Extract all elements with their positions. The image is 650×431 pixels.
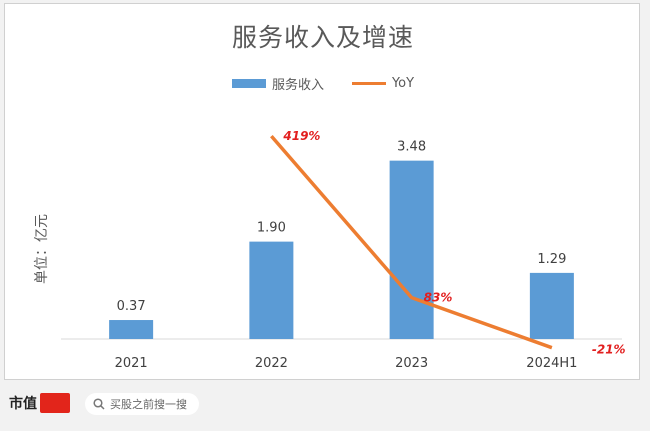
bar-2021	[109, 320, 154, 339]
bar-2023	[389, 160, 434, 339]
search-box[interactable]: 买股之前搜一搜	[85, 393, 199, 415]
bar-label-2024H1: 1.29	[537, 252, 566, 267]
legend-label-line: YoY	[391, 76, 415, 91]
brand-name: 市值	[9, 396, 37, 412]
yoy-label-2024H1: -21%	[592, 343, 626, 357]
search-icon	[93, 398, 105, 410]
bar-label-2023: 3.48	[397, 140, 426, 155]
legend: 服务收入 YoY	[5, 74, 641, 93]
bar-2024H1	[529, 272, 574, 339]
legend-label-bar: 服务收入	[271, 78, 324, 93]
yoy-label-2022: 419%	[282, 129, 320, 143]
chart-frame: 服务收入及增速 服务收入 YoY 单位：亿元 0.37 2021 1.90 2022 3…	[4, 3, 640, 380]
search-placeholder: 买股之前搜一搜	[110, 398, 187, 411]
bar-2022	[249, 241, 294, 339]
footer: 市值 买股之前搜一搜	[0, 380, 650, 431]
legend-swatch-line	[351, 82, 386, 85]
x-tick-2022: 2022	[255, 356, 288, 371]
x-tick-2021: 2021	[115, 356, 148, 371]
chart-plot: 0.37 2021 1.90 2022 3.48 2023 1.29 2024H1 419% 83…	[61, 129, 626, 371]
yoy-label-2023: 83%	[424, 291, 453, 305]
legend-swatch-bar	[231, 79, 266, 88]
bar-label-2022: 1.90	[257, 221, 286, 236]
legend-item-line: YoY	[351, 76, 415, 91]
x-tick-2024H1: 2024H1	[526, 356, 577, 371]
brand: 市值	[9, 393, 70, 413]
legend-item-bar: 服务收入	[231, 74, 324, 93]
yoy-line	[270, 134, 553, 350]
x-tick-2023: 2023	[395, 356, 428, 371]
bar-label-2021: 0.37	[117, 299, 146, 314]
chart-title: 服务收入及增速	[231, 23, 414, 52]
brand-logo	[40, 393, 70, 413]
